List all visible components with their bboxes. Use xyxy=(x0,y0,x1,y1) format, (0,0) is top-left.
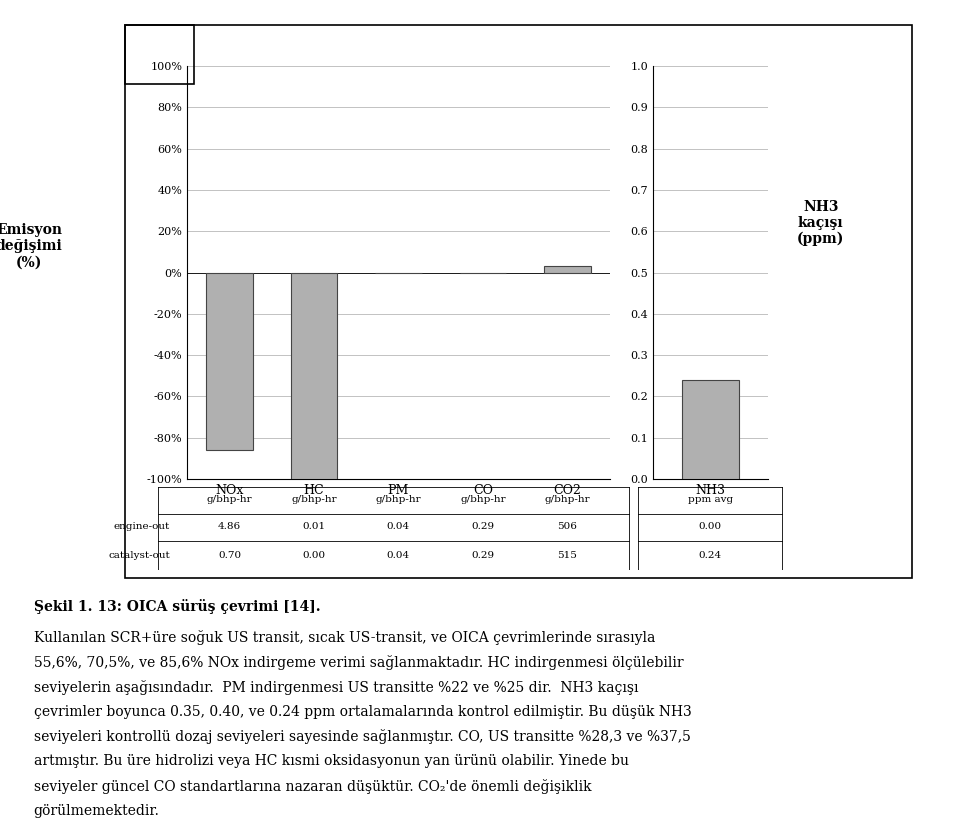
Text: seviyeleri kontrollü dozaj seviyeleri sayesinde sağlanmıştır. CO, US transitte %: seviyeleri kontrollü dozaj seviyeleri sa… xyxy=(34,729,690,744)
Text: 55,6%, 70,5%, ve 85,6% NOx indirgeme verimi sağlanmaktadır. HC indirgenmesi ölçü: 55,6%, 70,5%, ve 85,6% NOx indirgeme ver… xyxy=(34,655,684,670)
Text: engine-out: engine-out xyxy=(113,523,170,531)
Text: 0.00: 0.00 xyxy=(302,551,325,559)
Text: g/bhp-hr: g/bhp-hr xyxy=(291,496,337,504)
Text: g/bhp-hr: g/bhp-hr xyxy=(544,496,590,504)
Bar xyxy=(544,266,590,273)
Bar xyxy=(291,273,337,479)
Text: 0.04: 0.04 xyxy=(387,551,410,559)
Text: seviyeler güncel CO standartlarına nazaran düşüktür. CO₂'de önemli değişiklik: seviyeler güncel CO standartlarına nazar… xyxy=(34,779,591,794)
Text: 0.01: 0.01 xyxy=(302,523,325,531)
Text: 0.24: 0.24 xyxy=(699,551,722,559)
Text: artmıştır. Bu üre hidrolizi veya HC kısmi oksidasyonun yan ürünü olabilir. Yined: artmıştır. Bu üre hidrolizi veya HC kısm… xyxy=(34,754,629,768)
Text: 515: 515 xyxy=(558,551,577,559)
Text: 0.00: 0.00 xyxy=(699,523,722,531)
Text: görülmemektedir.: görülmemektedir. xyxy=(34,804,159,818)
Text: NH3
kaçışı
(ppm): NH3 kaçışı (ppm) xyxy=(797,200,845,246)
Text: 0.29: 0.29 xyxy=(471,523,494,531)
Text: g/bhp-hr: g/bhp-hr xyxy=(460,496,506,504)
Text: 0.04: 0.04 xyxy=(387,523,410,531)
Text: g/bhp-hr: g/bhp-hr xyxy=(375,496,421,504)
Text: 4.86: 4.86 xyxy=(218,523,241,531)
Text: Şekil 1. 13: OICA sürüş çevrimi [14].: Şekil 1. 13: OICA sürüş çevrimi [14]. xyxy=(34,599,321,614)
Text: seviyelerin aşağısındadır.  PM indirgenmesi US transitte %22 ve %25 dir.  NH3 ka: seviyelerin aşağısındadır. PM indirgenme… xyxy=(34,680,638,695)
Text: çevrimler boyunca 0.35, 0.40, ve 0.24 ppm ortalamalarında kontrol edilmiştir. Bu: çevrimler boyunca 0.35, 0.40, ve 0.24 pp… xyxy=(34,705,691,719)
Text: Kullanılan SCR+üre soğuk US transit, sıcak US-transit, ve OICA çevrimlerinde sır: Kullanılan SCR+üre soğuk US transit, sıc… xyxy=(34,630,655,645)
Bar xyxy=(206,273,252,450)
Text: 0.70: 0.70 xyxy=(218,551,241,559)
Bar xyxy=(682,380,739,479)
Text: g/bhp-hr: g/bhp-hr xyxy=(206,496,252,504)
Text: 506: 506 xyxy=(558,523,577,531)
Text: catalyst-out: catalyst-out xyxy=(108,551,170,559)
Text: ppm avg: ppm avg xyxy=(687,496,733,504)
Text: 0.29: 0.29 xyxy=(471,551,494,559)
Text: Emisyon
değişimi
(%): Emisyon değişimi (%) xyxy=(0,223,62,269)
